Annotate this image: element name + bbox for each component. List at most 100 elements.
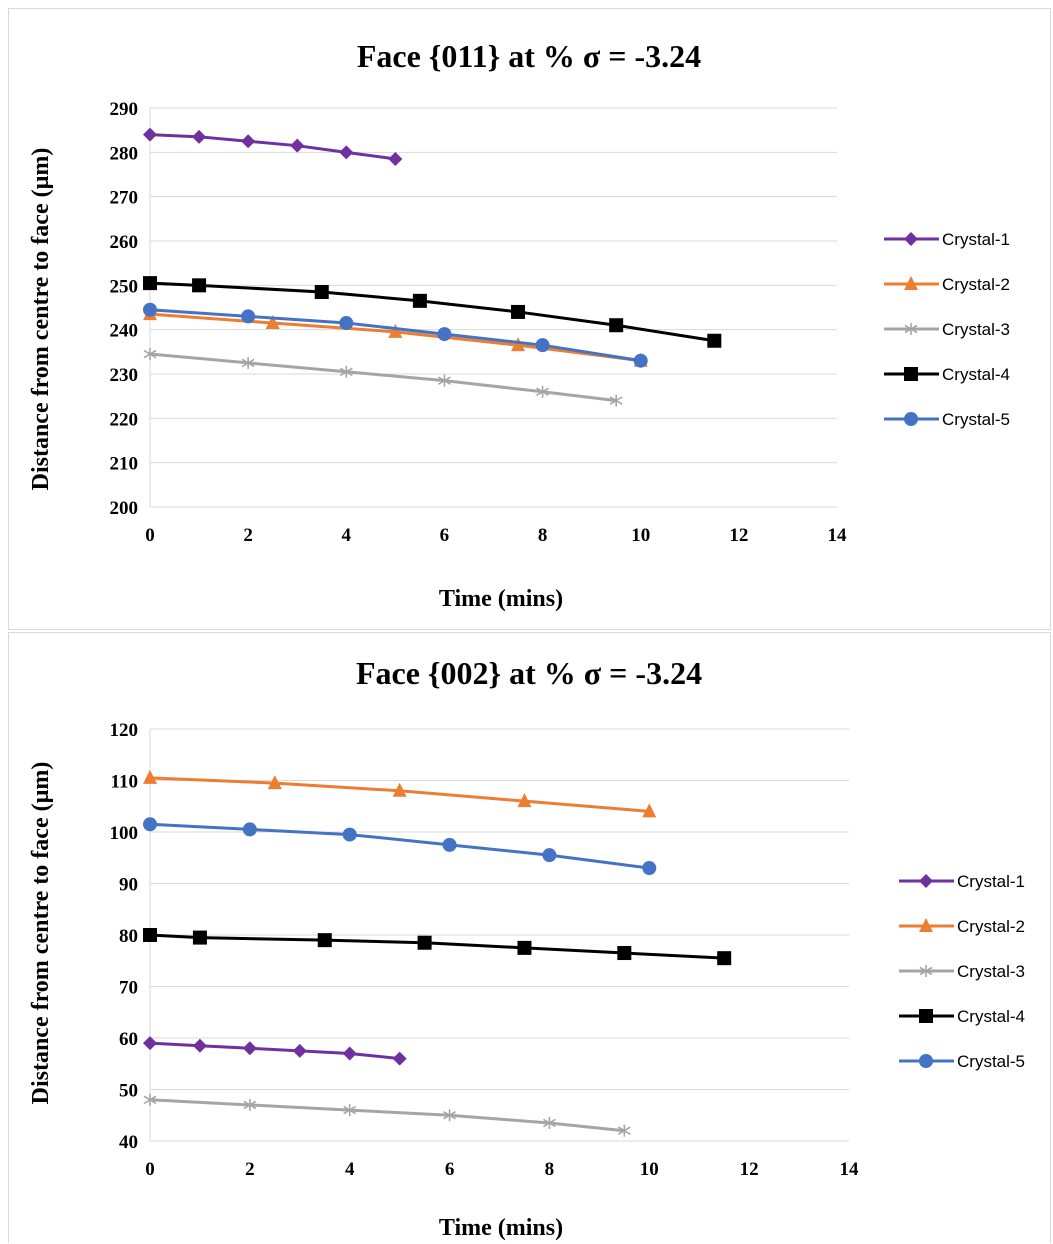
data-point <box>412 293 427 308</box>
data-point <box>535 338 550 353</box>
y-axis-title: Distance from centre to face (µm) <box>28 762 54 1105</box>
x-tick-label: 6 <box>445 1159 455 1180</box>
x-axis-title: Time (mins) <box>439 1215 563 1241</box>
y-tick-label: 260 <box>110 232 139 253</box>
chart-title: Face {002} at % σ = -3.24 <box>356 655 702 691</box>
chart-panel-top: Face {011} at % σ = -3.24 200 210 220 230 24… <box>8 8 1051 630</box>
legend-label: Crystal-4 <box>957 1007 1025 1026</box>
legend-label: Crystal-5 <box>957 1052 1025 1071</box>
legend-item: Crystal-5 <box>884 410 1010 429</box>
data-point <box>438 374 451 387</box>
data-point <box>642 803 657 818</box>
data-point <box>617 1124 631 1137</box>
data-point <box>609 394 623 407</box>
series-crystal-5 <box>143 302 648 368</box>
legend-item: Crystal-3 <box>899 962 1025 981</box>
legend-label: Crystal-5 <box>942 410 1010 429</box>
data-point <box>143 302 157 317</box>
series-line <box>149 308 641 363</box>
data-point <box>511 304 526 319</box>
chart-panel-bottom: Face {002} at % σ = -3.24 40 50 60 70 80 90 10… <box>8 632 1051 1243</box>
legend-marker <box>919 1054 933 1068</box>
data-point <box>192 1038 207 1053</box>
y-tick-label: 230 <box>110 365 139 386</box>
legend-label: Crystal-4 <box>942 365 1010 384</box>
data-point <box>143 928 157 942</box>
x-tick-label: 0 <box>145 1159 155 1180</box>
series-line <box>149 1041 400 1061</box>
legend-marker <box>919 874 933 888</box>
legend-label: Crystal-3 <box>942 320 1010 339</box>
x-tick-label: 12 <box>729 525 748 546</box>
data-point <box>342 827 357 842</box>
legend-item: Crystal-1 <box>899 872 1025 891</box>
x-tick-label: 2 <box>245 1159 255 1180</box>
legend-marker <box>904 232 918 246</box>
data-point <box>192 278 207 293</box>
x-tick-label: 8 <box>538 525 548 546</box>
y-tick-label: 200 <box>110 498 139 519</box>
series-crystal-5 <box>143 817 657 876</box>
series-line <box>149 822 650 870</box>
legend: Crystal-1 Crystal-2 Crystal-3 Crystal-4 Crys… <box>884 230 1010 429</box>
data-point <box>339 365 353 378</box>
y-tick-label: 220 <box>110 409 139 430</box>
data-point <box>192 930 207 945</box>
legend-label: Crystal-1 <box>957 872 1025 891</box>
series-crystal-1 <box>143 1036 407 1066</box>
series-crystal-3 <box>143 348 623 407</box>
data-point <box>241 134 256 149</box>
x-tick-label: 4 <box>345 1159 355 1180</box>
chart-face-011: Face {011} at % σ = -3.24 20021022023024… <box>28 38 1010 612</box>
data-point <box>388 151 403 166</box>
y-tick-label: 80 <box>119 926 138 947</box>
data-point <box>511 337 526 352</box>
data-point <box>437 327 452 342</box>
data-point <box>392 1051 407 1066</box>
chart-face-002: Face {002} at % σ = -3.24 40506070809010… <box>28 655 1025 1241</box>
data-point <box>443 1109 456 1122</box>
legend-marker <box>919 1009 933 1023</box>
x-tick-label: 10 <box>640 1159 659 1180</box>
data-point <box>242 1041 257 1056</box>
legend-marker <box>904 323 918 335</box>
data-point <box>342 1046 357 1061</box>
series-line <box>149 933 725 960</box>
y-tick-label: 40 <box>119 1132 138 1153</box>
data-point <box>609 318 624 333</box>
y-tick-label: 120 <box>110 720 139 741</box>
series-line <box>149 1098 625 1133</box>
x-axis-title: Time (mins) <box>439 586 563 612</box>
data-point <box>242 822 257 837</box>
data-point <box>536 385 549 398</box>
data-point <box>543 1116 556 1129</box>
grid <box>150 107 837 464</box>
y-tick-label: 110 <box>111 772 138 793</box>
series-layer <box>143 127 722 407</box>
x-tick-label: 12 <box>740 1159 759 1180</box>
data-point <box>241 309 256 324</box>
x-tick-label: 14 <box>828 525 848 546</box>
data-point <box>143 348 157 361</box>
y-tick-label: 270 <box>110 188 139 209</box>
x-tick-label: 0 <box>145 525 155 546</box>
legend-item: Crystal-5 <box>899 1052 1025 1071</box>
data-point <box>343 1104 357 1117</box>
y-tick-label: 250 <box>110 276 139 297</box>
series-crystal-2 <box>143 769 657 818</box>
y-tick-label: 50 <box>119 1081 138 1102</box>
data-point <box>143 1036 157 1051</box>
series-crystal-4 <box>143 928 732 966</box>
legend-item: Crystal-2 <box>899 917 1025 936</box>
data-point <box>143 817 157 832</box>
data-point <box>192 129 207 144</box>
legend-label: Crystal-2 <box>942 275 1010 294</box>
data-point <box>417 935 432 950</box>
legend-marker <box>904 276 918 290</box>
legend-item: Crystal-4 <box>899 1007 1025 1026</box>
y-axis-title: Distance from centre to face (µm) <box>28 148 54 491</box>
legend-label: Crystal-2 <box>957 917 1025 936</box>
x-tick-label: 10 <box>631 525 650 546</box>
series-crystal-1 <box>143 127 403 166</box>
data-point <box>339 316 354 331</box>
